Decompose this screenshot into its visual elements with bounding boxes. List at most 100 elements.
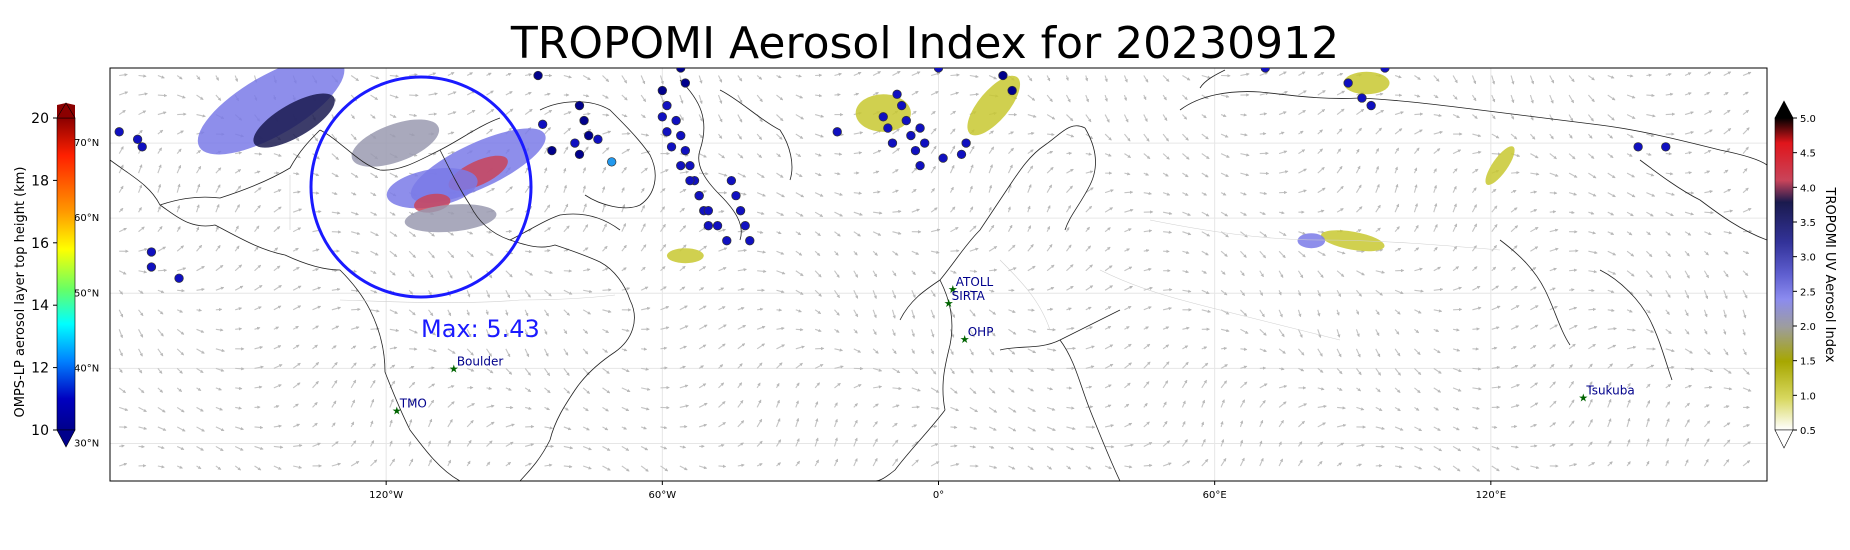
wind-arrow xyxy=(718,443,725,448)
longitude-ticks: 120°W 60°W 0° 60°E 120°E xyxy=(369,481,1506,501)
wind-arrow xyxy=(312,362,320,369)
wind-arrow xyxy=(872,290,877,300)
wind-arrow xyxy=(988,406,998,413)
wind-arrow xyxy=(157,387,164,393)
wind-arrow xyxy=(119,444,125,448)
wind-arrow xyxy=(1337,406,1346,410)
wind-arrow xyxy=(1394,309,1401,315)
wind-arrow xyxy=(350,379,357,389)
wind-arrow xyxy=(891,290,897,299)
wind-arrow xyxy=(119,406,129,411)
right-colorbar-tick-label: 4.5 xyxy=(1800,149,1816,160)
wind-arrow xyxy=(312,442,321,447)
wind-arrow xyxy=(872,367,883,372)
wind-arrow xyxy=(138,387,145,394)
left-colorbar-extend-bottom xyxy=(56,429,76,448)
wind-arrow xyxy=(621,445,630,451)
wind-arrow xyxy=(1104,384,1112,389)
wind-arrow xyxy=(621,465,630,472)
right-colorbar-tick-label: 1.5 xyxy=(1800,357,1816,368)
wind-arrow xyxy=(1278,329,1285,338)
wind-arrow xyxy=(853,384,862,389)
omps-point xyxy=(956,149,967,160)
wind-arrow xyxy=(1395,465,1403,469)
wind-arrow xyxy=(892,386,902,391)
wind-arrow xyxy=(872,348,879,354)
wind-arrow xyxy=(834,348,844,352)
wind-arrow xyxy=(447,348,456,354)
wind-arrow xyxy=(1278,348,1286,354)
omps-point xyxy=(547,145,557,156)
graticule xyxy=(110,68,1767,481)
wind-arrow xyxy=(408,441,412,447)
wind-arrow xyxy=(1297,459,1303,467)
wind-arrow xyxy=(756,418,763,428)
wind-arrow xyxy=(118,387,126,394)
wind-arrow xyxy=(872,309,877,319)
aerosol-plume xyxy=(666,248,704,264)
wind-arrow xyxy=(292,325,299,330)
left-colorbar-tick-label: 12 xyxy=(31,361,49,377)
wind-arrow xyxy=(273,284,282,291)
omps-point xyxy=(579,115,589,126)
wind-arrow xyxy=(1626,461,1631,467)
wind-arrow xyxy=(292,362,301,369)
wind-arrow xyxy=(872,403,879,408)
wind-arrow xyxy=(1569,268,1578,272)
wind-arrow xyxy=(1626,309,1633,313)
wind-arrow xyxy=(1452,367,1462,373)
wind-arrow xyxy=(177,289,185,293)
wind-arrow xyxy=(795,327,804,332)
wind-arrow xyxy=(853,348,862,353)
wind-arrow xyxy=(370,309,380,313)
wind-arrow xyxy=(544,309,549,317)
wind-arrow xyxy=(814,437,819,447)
wind-arrow xyxy=(640,465,649,472)
wind-arrow xyxy=(563,348,569,356)
wind-arrow xyxy=(1510,346,1517,350)
wind-arrow xyxy=(1104,344,1114,350)
left-colorbar: 20 18 16 14 12 10 OMPS-LP aerosol layer top h… xyxy=(13,102,76,448)
wind-arrow xyxy=(447,385,455,389)
wind-arrow xyxy=(1317,404,1327,409)
wind-arrow xyxy=(1491,365,1501,370)
wind-arrow xyxy=(1143,306,1152,311)
wind-arrow xyxy=(563,387,571,394)
wind-arrow xyxy=(486,386,493,390)
wind-arrow xyxy=(1104,465,1113,470)
wind-arrow xyxy=(447,328,454,337)
left-colorbar-tick-label: 16 xyxy=(31,236,49,252)
wind-arrow xyxy=(157,368,163,374)
wind-arrow xyxy=(969,368,974,374)
wind-arrow xyxy=(1162,326,1170,330)
wind-arrow xyxy=(1723,439,1731,447)
wind-arrow xyxy=(1297,441,1303,447)
wind-arrow xyxy=(1433,309,1443,313)
wind-arrow xyxy=(1665,459,1669,467)
wind-arrow xyxy=(1046,387,1054,391)
wind-arrow xyxy=(1182,460,1191,467)
wind-arrow xyxy=(1298,403,1308,408)
wind-arrow xyxy=(447,419,453,428)
wind-arrow xyxy=(293,465,303,469)
map-title: TROPOMI Aerosol Index for 20230912 xyxy=(510,18,1340,69)
omps-point xyxy=(685,175,695,186)
wind-arrow xyxy=(1588,462,1596,467)
wind-arrow xyxy=(1646,93,1655,98)
wind-arrow xyxy=(1723,367,1732,374)
wind-arrow xyxy=(1240,381,1248,389)
wind-arrow xyxy=(157,309,164,315)
wind-arrow xyxy=(370,363,376,369)
wind-arrow xyxy=(698,402,708,408)
wind-arrow xyxy=(563,309,570,316)
wind-arrow xyxy=(1511,424,1518,429)
wind-arrow xyxy=(1414,426,1423,432)
wind-arrow xyxy=(640,445,649,451)
wind-arrow xyxy=(292,285,302,291)
wind-arrow xyxy=(1240,365,1248,369)
wind-arrow xyxy=(1355,348,1361,358)
wind-arrow xyxy=(1066,426,1076,431)
wind-arrow xyxy=(176,348,185,356)
wind-arrow xyxy=(1066,307,1072,311)
